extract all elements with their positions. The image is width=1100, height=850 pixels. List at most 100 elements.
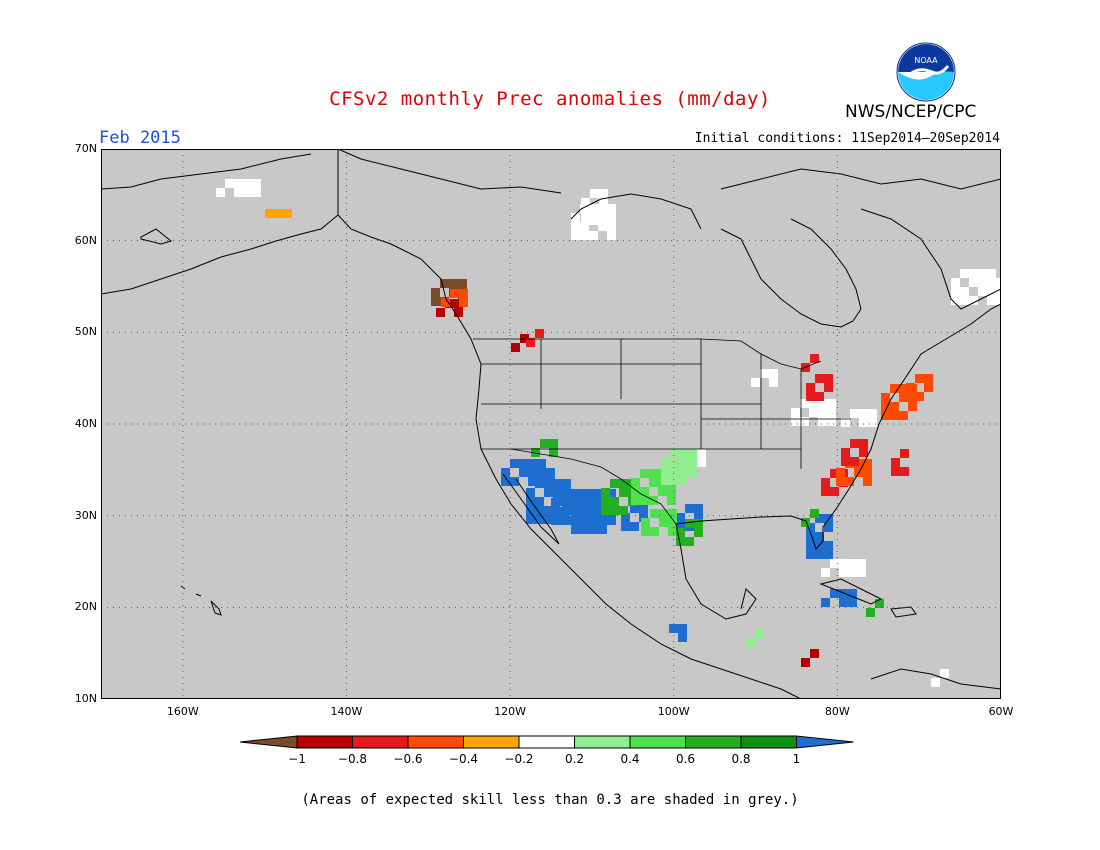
anomaly-cell: [987, 269, 996, 278]
anomaly-cell: [619, 488, 628, 497]
anomaly-cell: [836, 477, 845, 486]
anomaly-cell: [996, 287, 1001, 296]
anomaly-cell: [857, 568, 866, 577]
anomaly-cell: [621, 513, 630, 522]
anomaly-cell: [519, 468, 528, 477]
anomaly-cell: [528, 477, 537, 486]
anomaly-cell: [252, 179, 261, 188]
anomaly-cell: [830, 487, 839, 496]
anomaly-cell: [436, 308, 445, 317]
anomaly-cell: [569, 489, 578, 498]
colorbar-tick-label: −0.6: [393, 752, 423, 766]
anomaly-cell: [640, 487, 649, 496]
colorbar-tick-label: −0.8: [337, 752, 368, 766]
anomaly-cell: [580, 489, 589, 498]
anomaly-cell: [225, 179, 234, 188]
anomaly-cell: [881, 393, 890, 402]
anomaly-cell: [824, 523, 833, 532]
anomaly-cell: [815, 392, 824, 401]
anomaly-cell: [987, 287, 996, 296]
anomaly-cell: [631, 478, 640, 487]
anomaly-cell: [544, 479, 553, 488]
anomaly-cell: [526, 488, 535, 497]
anomaly-cell: [431, 297, 440, 306]
anomaly-cell: [661, 468, 670, 477]
anomaly-cell: [676, 522, 685, 531]
lat-tick-label: 20N: [74, 600, 97, 614]
anomaly-cell: [610, 506, 619, 515]
anomaly-cell: [598, 213, 607, 222]
anomaly-cell: [581, 198, 590, 207]
anomaly-cell: [459, 289, 468, 298]
anomaly-cell: [978, 278, 987, 287]
anomaly-cell: [562, 479, 571, 488]
anomaly-cell: [839, 568, 848, 577]
anomaly-cell: [679, 468, 688, 477]
anomaly-cell: [679, 476, 688, 485]
anomaly-cell: [234, 188, 243, 197]
anomaly-cell: [800, 399, 809, 408]
lat-tick-label: 30N: [74, 508, 97, 522]
anomaly-cell: [868, 418, 877, 427]
anomaly-cell: [598, 525, 607, 534]
coastlines: [101, 149, 1001, 699]
anomaly-cell: [441, 298, 450, 307]
anomaly-cell: [668, 518, 677, 527]
anomaly-cell: [587, 507, 596, 516]
anomaly-cell: [809, 408, 818, 417]
map-border: [101, 149, 1001, 699]
anomaly-cell: [661, 476, 670, 485]
anomaly-cell: [810, 649, 819, 658]
anomaly-cell: [800, 417, 809, 426]
anomaly-cell: [501, 477, 510, 486]
anomaly-cell: [890, 402, 899, 411]
anomaly-cell: [908, 402, 917, 411]
anomaly-cell: [769, 369, 778, 378]
anomaly-cell: [801, 658, 810, 667]
anomaly-cell: [830, 589, 839, 598]
anomaly-cell: [650, 527, 659, 536]
anomaly-cell: [818, 417, 827, 426]
anomaly-cell: [688, 468, 697, 477]
anomaly-cell: [553, 497, 562, 506]
anomaly-cell: [824, 374, 833, 383]
anomaly-cell: [863, 468, 872, 477]
anomaly-cell: [562, 497, 571, 506]
anomaly-cell: [821, 598, 830, 607]
anomaly-cell: [526, 497, 535, 506]
forecast-month: Feb 2015: [99, 128, 181, 148]
anomaly-cells: [216, 179, 1001, 687]
anomaly-cell: [694, 504, 703, 513]
anomaly-cell: [676, 513, 685, 522]
anomaly-cell: [810, 354, 819, 363]
anomaly-cell: [454, 299, 463, 308]
anomaly-cell: [544, 506, 553, 515]
anomaly-cell: [694, 528, 703, 537]
colorbar-tick-label: 0.6: [675, 752, 696, 766]
anomaly-cell: [806, 541, 815, 550]
anomaly-cell: [859, 448, 868, 457]
anomaly-cell: [553, 488, 562, 497]
anomaly-cell: [824, 550, 833, 559]
anomaly-cell: [589, 231, 598, 240]
colorbar-tick-label: −0.2: [504, 752, 534, 766]
anomaly-cell: [688, 449, 697, 458]
anomaly-cell: [610, 479, 619, 488]
anomaly-cell: [580, 231, 589, 240]
anomaly-cell: [815, 374, 824, 383]
anomaly-cell: [599, 198, 608, 207]
anomaly-cell: [670, 449, 679, 458]
anomaly-cell: [859, 439, 868, 448]
anomaly-cell: [899, 411, 908, 420]
colorbar-swatch: [685, 735, 742, 749]
anomaly-cell: [590, 189, 599, 198]
colorbar-swatch: [296, 735, 353, 749]
anomaly-cell: [746, 638, 755, 647]
anomaly-cell: [598, 204, 607, 213]
anomaly-cell: [850, 439, 859, 448]
anomaly-cell: [881, 411, 890, 420]
anomaly-cell: [906, 383, 915, 392]
anomaly-cell: [806, 550, 815, 559]
anomaly-cell: [640, 469, 649, 478]
precip-anomaly-map: [101, 149, 1001, 699]
